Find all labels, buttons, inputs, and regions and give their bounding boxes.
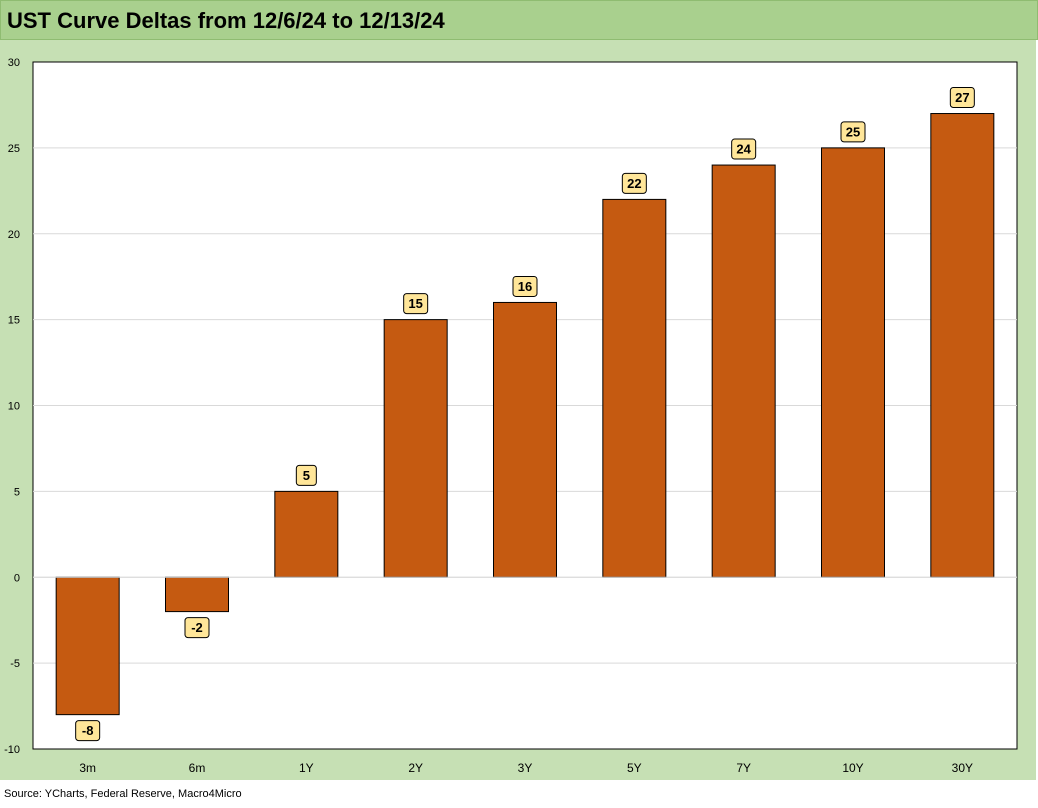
data-label: 25 (846, 124, 860, 139)
data-label: 22 (627, 176, 641, 191)
data-label-box (840, 121, 866, 143)
y-tick-label: 0 (14, 572, 20, 584)
y-tick-label: 10 (8, 401, 20, 413)
bar (930, 113, 995, 578)
bar (165, 576, 229, 613)
data-label-box (949, 87, 975, 109)
data-label: -8 (82, 723, 94, 738)
data-label: 5 (303, 468, 310, 483)
x-tick-label: 2Y (408, 761, 423, 775)
data-label: 15 (408, 296, 422, 311)
chart-title: UST Curve Deltas from 12/6/24 to 12/13/2… (7, 8, 445, 33)
x-tick-label: 30Y (952, 761, 973, 775)
x-tick-label: 6m (189, 761, 206, 775)
data-label: -2 (191, 620, 203, 635)
title-bar: UST Curve Deltas from 12/6/24 to 12/13/2… (0, 0, 1038, 40)
data-label: 24 (736, 142, 751, 157)
bar (55, 576, 120, 716)
bar (711, 164, 776, 578)
y-tick-label: 25 (8, 143, 20, 155)
x-tick-label: 7Y (736, 761, 751, 775)
x-tick-label: 1Y (299, 761, 314, 775)
y-tick-label: 20 (8, 229, 20, 241)
bar (821, 147, 885, 578)
y-tick-label: -5 (10, 658, 20, 670)
x-tick-label: 3Y (518, 761, 533, 775)
bar (493, 301, 557, 578)
source-note: Source: YCharts, Federal Reserve, Macro4… (4, 788, 242, 800)
y-tick-label: -10 (4, 744, 20, 756)
x-tick-label: 10Y (842, 761, 863, 775)
y-tick-label: 5 (14, 486, 20, 498)
data-label-box (184, 617, 210, 639)
data-label-box (512, 275, 538, 297)
bar (274, 490, 339, 578)
data-label-box (621, 172, 647, 194)
data-label: 27 (955, 90, 969, 105)
y-tick-label: 15 (8, 315, 20, 327)
data-label-box (403, 293, 429, 315)
x-tick-label: 5Y (627, 761, 642, 775)
x-tick-label: 3m (79, 761, 96, 775)
bar (602, 198, 667, 578)
data-label-box (731, 138, 757, 160)
data-label: 16 (518, 279, 532, 294)
data-label-box (295, 464, 317, 486)
bar (383, 319, 448, 578)
y-tick-label: 30 (8, 57, 20, 69)
data-label-box (75, 720, 101, 742)
